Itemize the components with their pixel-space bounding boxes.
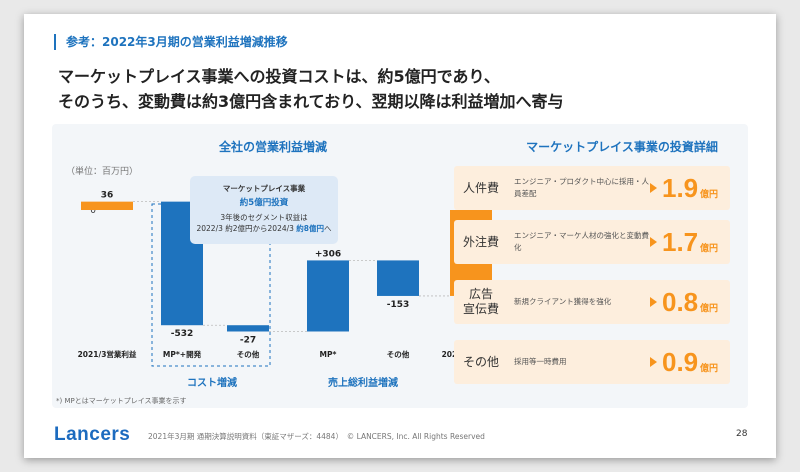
callout-highlight: 約8億円 [296,224,325,233]
value-label-3: +306 [315,249,341,259]
bar-4 [377,260,419,296]
bar-3 [307,260,349,332]
cost-group-box [151,203,271,367]
callout-line-2: 2022/3 約2億円から2024/3 約8億円へ [190,223,338,234]
play-arrow-icon [650,297,657,307]
headline-line-2: そのうち、変動費は約3億円含まれており、翌期以降は利益増加へ寄与 [58,92,564,111]
cost-group-label: コスト増減 [187,376,237,389]
bar-0 [81,201,133,210]
detail-description: エンジニア・マーケ人材の強化と変動費化 [514,231,649,252]
footnote: *) MPとはマーケットプレイス事業を示す [56,397,187,405]
zero-label: 0 [90,206,96,216]
value-label-1: -532 [171,329,194,339]
bar-2 [227,325,269,332]
mp-callout: マーケットプレイス事業 約5億円投資 3年後のセグメント収益は 2022/3 約… [190,176,338,244]
gross-group-label: 売上総利益増減 [328,376,398,389]
right-panel-title: マーケットプレイス事業の投資詳細 [526,140,718,154]
callout-investment: 約5億円投資 [239,198,289,208]
value-label-2: -27 [240,335,256,345]
detail-card: 広告 宣伝費 新規クライアント獲得を強化 0.8 億円 [454,280,730,324]
callout-title: マーケットプレイス事業 [222,184,306,193]
category-label-0: 2021/3営業利益 [78,349,137,359]
page-number: 28 [736,429,748,439]
category-label-2: その他 [237,349,260,359]
callout-line-1: 3年後のセグメント収益は [220,213,308,222]
value-label-0: 36 [101,191,114,201]
section-label: 参考：2022年3月期の営業利益増減推移 [54,34,288,50]
detail-card: 人件費 エンジニア・プロダクト中心に採用・人員差配 1.9 億円 [454,166,730,210]
footer-text: 2021年3月期 通期決算説明資料（東証マザーズ：4484） © LANCERS… [148,432,485,441]
footer: Lancers 2021年3月期 通期決算説明資料（東証マザーズ：4484） ©… [24,414,776,458]
detail-category: その他 [462,354,499,369]
detail-unit: 億円 [700,190,719,200]
detail-unit: 億円 [700,244,719,254]
category-label-1: MP*+開発 [163,349,202,359]
detail-category: 広告 宣伝費 [462,287,499,316]
detail-unit: 億円 [700,304,719,314]
callout-line-2-suffix: へ [324,224,332,233]
play-arrow-icon [650,357,657,367]
detail-description: 採用等一時費用 [514,357,567,366]
category-label-4: その他 [387,349,410,359]
detail-value: 0.9 [662,347,699,377]
left-panel-title: 全社の営業利益増減 [218,140,327,154]
detail-card: 外注費 エンジニア・マーケ人材の強化と変動費化 1.7 億円 [454,220,730,264]
detail-description: エンジニア・プロダクト中心に採用・人員差配 [514,177,649,198]
slide: 参考：2022年3月期の営業利益増減推移 マーケットプレイス事業への投資コストは… [24,14,776,458]
detail-value: 0.8 [662,287,699,317]
detail-category: 人件費 [462,180,499,195]
headline: マーケットプレイス事業への投資コストは、約5億円であり、 そのうち、変動費は約3… [58,64,748,114]
detail-unit: 億円 [700,364,719,374]
detail-card: その他 採用等一時費用 0.9 億円 [454,340,730,384]
lancers-logo: Lancers [54,424,131,445]
value-label-4: -153 [387,300,410,310]
detail-category: 外注費 [462,234,499,249]
play-arrow-icon [650,183,657,193]
detail-value: 1.9 [662,173,699,203]
play-arrow-icon [650,237,657,247]
callout-line-2-prefix: 2022/3 約2億円から2024/3 [196,224,297,233]
detail-description: 新規クライアント獲得を強化 [514,297,612,306]
unit-label: （単位：百万円） [66,167,139,177]
headline-line-1: マーケットプレイス事業への投資コストは、約5億円であり、 [58,67,500,86]
category-label-3: MP* [320,350,337,359]
detail-value: 1.7 [662,227,699,257]
